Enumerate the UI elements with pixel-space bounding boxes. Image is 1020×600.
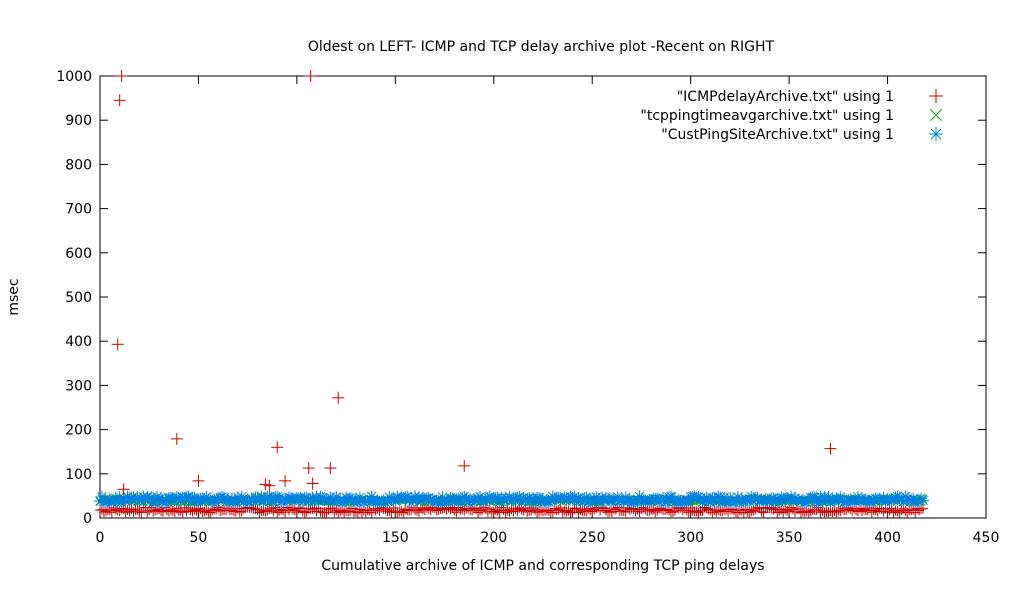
data-point bbox=[116, 70, 128, 82]
y-axis-label: msec bbox=[6, 278, 22, 315]
data-point bbox=[458, 460, 470, 472]
y-tick-label: 500 bbox=[65, 290, 92, 306]
x-axis-ticks: 0 50 100 150 200 250 300 350 400 450 bbox=[96, 76, 1000, 546]
data-point bbox=[307, 478, 319, 490]
series-2 bbox=[94, 490, 929, 508]
data-point bbox=[917, 494, 929, 506]
x-tick-label: 250 bbox=[579, 530, 606, 546]
x-tick-label: 200 bbox=[480, 530, 507, 546]
y-tick-label: 1000 bbox=[56, 69, 92, 85]
legend: "ICMPdelayArchive.txt" using 1 "tcppingti… bbox=[640, 89, 943, 143]
data-point bbox=[303, 462, 315, 474]
y-tick-label: 300 bbox=[65, 378, 92, 394]
y-tick-label: 600 bbox=[65, 246, 92, 262]
x-tick-label: 150 bbox=[382, 530, 409, 546]
data-point bbox=[305, 70, 317, 82]
y-tick-label: 100 bbox=[65, 467, 92, 483]
data-point bbox=[271, 441, 283, 453]
x-tick-label: 350 bbox=[776, 530, 803, 546]
data-point bbox=[824, 443, 836, 455]
data-point bbox=[112, 338, 124, 350]
y-tick-label: 900 bbox=[65, 113, 92, 129]
data-point bbox=[192, 475, 204, 487]
data-point bbox=[279, 475, 291, 487]
legend-marker bbox=[930, 109, 941, 120]
x-tick-label: 0 bbox=[96, 530, 105, 546]
data-point bbox=[171, 433, 183, 445]
legend-marker bbox=[929, 127, 943, 141]
y-tick-label: 200 bbox=[65, 423, 92, 439]
x-tick-label: 50 bbox=[190, 530, 208, 546]
x-tick-label: 400 bbox=[874, 530, 901, 546]
x-tick-label: 100 bbox=[284, 530, 311, 546]
x-tick-label: 450 bbox=[973, 530, 1000, 546]
data-point bbox=[324, 462, 336, 474]
y-tick-label: 800 bbox=[65, 157, 92, 173]
x-tick-label: 300 bbox=[677, 530, 704, 546]
x-axis-label: Cumulative archive of ICMP and correspon… bbox=[321, 558, 764, 574]
legend-label: "ICMPdelayArchive.txt" using 1 bbox=[677, 89, 894, 105]
data-point bbox=[114, 94, 126, 106]
legend-label: "CustPingSiteArchive.txt" using 1 bbox=[661, 127, 894, 143]
y-tick-label: 700 bbox=[65, 202, 92, 218]
y-tick-label: 0 bbox=[83, 511, 92, 527]
legend-marker bbox=[929, 89, 943, 103]
chart-title: Oldest on LEFT- ICMP and TCP delay archi… bbox=[308, 39, 775, 55]
data-point bbox=[332, 392, 344, 404]
legend-label: "tcppingtimeavgarchive.txt" using 1 bbox=[640, 108, 894, 124]
y-tick-label: 400 bbox=[65, 334, 92, 350]
